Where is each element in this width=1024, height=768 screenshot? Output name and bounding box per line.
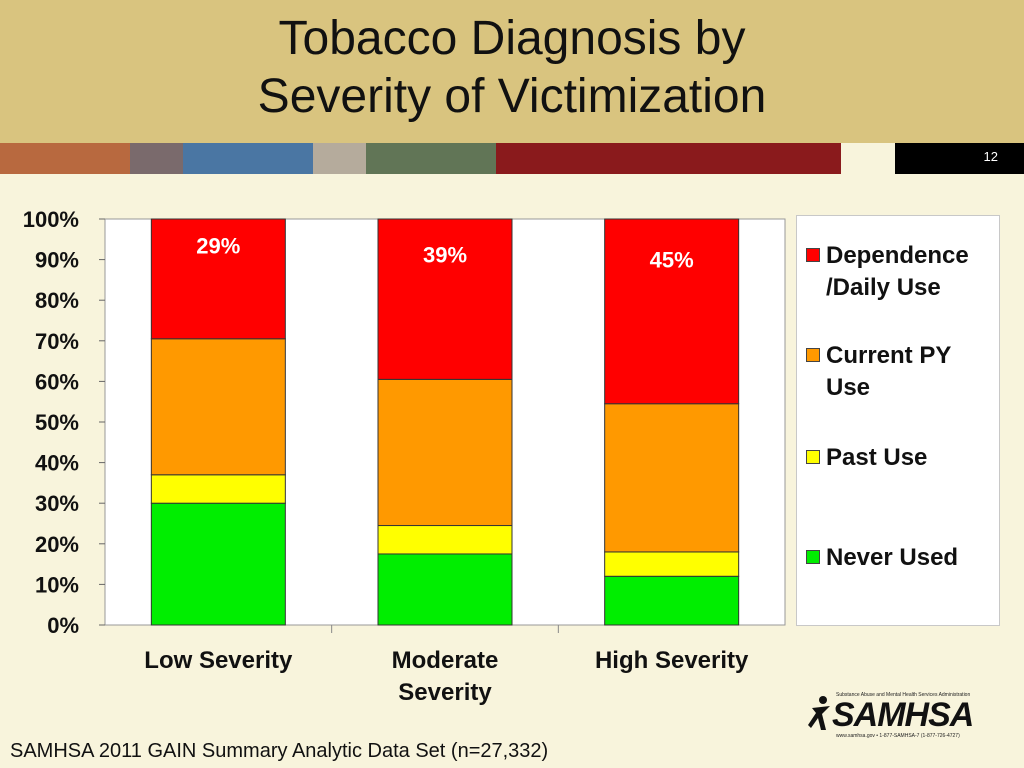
stripe-segment xyxy=(183,143,313,174)
legend-label: Current PY Use xyxy=(826,340,1002,404)
legend-label-line: /Daily Use xyxy=(826,274,941,301)
title-banner: Tobacco Diagnosis by Severity of Victimi… xyxy=(0,0,1024,143)
legend-label-line: Current PY xyxy=(826,342,952,369)
x-category-label: High Severity xyxy=(595,647,749,674)
bar-segment xyxy=(150,218,286,340)
running-figure-icon xyxy=(808,696,830,730)
bar-segment xyxy=(377,378,513,527)
bar-segment xyxy=(604,218,740,405)
data-label: 29% xyxy=(196,233,240,258)
legend-item: Past Use xyxy=(806,442,1002,474)
data-label: 39% xyxy=(423,242,467,267)
slide-title-line-1: Tobacco Diagnosis by xyxy=(278,12,746,65)
logo-contact: www.samhsa.gov • 1-877-SAMHSA-7 (1-877-7… xyxy=(836,733,960,739)
logo-tagline: Substance Abuse and Mental Health Servic… xyxy=(836,692,971,698)
legend-label-line: Never Used xyxy=(826,544,959,571)
x-category-label: Low Severity xyxy=(144,647,293,674)
stripe-segment xyxy=(0,143,130,174)
y-tick-label: 10% xyxy=(35,572,79,597)
y-tick-label: 30% xyxy=(35,491,79,516)
chart-legend: Dependence/Daily Use Current PY Use Past Us… xyxy=(796,215,1000,626)
stripe-segment xyxy=(366,143,496,174)
bar-segment xyxy=(604,403,740,553)
legend-label: Past Use xyxy=(826,442,1002,474)
legend-swatch xyxy=(806,550,820,564)
x-category-label: Moderate xyxy=(392,647,499,674)
stripe-segment xyxy=(313,143,366,174)
legend-item: Never Used xyxy=(806,542,1002,574)
y-tick-label: 60% xyxy=(35,369,79,394)
legend-label-line: Past Use xyxy=(826,444,928,471)
bar-segment xyxy=(150,338,286,476)
y-tick-label: 90% xyxy=(35,248,79,273)
bar-segment xyxy=(150,502,286,626)
bar-segment xyxy=(604,551,740,577)
y-tick-label: 100% xyxy=(23,207,79,232)
samhsa-logo: Substance Abuse and Mental Health Servic… xyxy=(808,688,978,739)
data-label: 45% xyxy=(650,248,694,273)
source-footnote: SAMHSA 2011 GAIN Summary Analytic Data S… xyxy=(10,740,549,762)
stripe-segment xyxy=(496,143,841,174)
bar-segment xyxy=(377,525,513,555)
stripe-segment xyxy=(841,143,894,174)
legend-label: Never Used xyxy=(826,542,1002,574)
slide-number: 12 xyxy=(895,143,1024,174)
bar-segment xyxy=(150,474,286,504)
legend-label-line: Use xyxy=(826,374,871,401)
y-tick-label: 20% xyxy=(35,532,79,557)
legend-label-line: Dependence xyxy=(826,242,969,269)
logo-wordmark: SAMHSA xyxy=(832,696,974,734)
legend-item: Current PY Use xyxy=(806,340,1002,404)
y-tick-label: 50% xyxy=(35,410,79,435)
slide-title-line-2: Severity of Victimization xyxy=(257,70,767,123)
legend-item: Dependence/Daily Use xyxy=(806,240,1002,304)
bar-segment xyxy=(377,218,513,380)
bar-segment xyxy=(377,553,513,626)
legend-swatch xyxy=(806,248,820,262)
y-tick-label: 80% xyxy=(35,288,79,313)
x-category-label: Severity xyxy=(398,679,492,706)
stripe-segment xyxy=(130,143,183,174)
y-tick-label: 0% xyxy=(47,613,79,638)
slide-title: Tobacco Diagnosis by Severity of Victimi… xyxy=(0,10,1024,126)
stacked-bar-chart: 0% 10% 20% 30% 40% 50% 60% 70% 80% 90% 100% 29% Low … xyxy=(23,207,786,706)
legend-swatch xyxy=(806,348,820,362)
bar-segment xyxy=(604,575,740,626)
y-tick-label: 40% xyxy=(35,451,79,476)
legend-swatch xyxy=(806,450,820,464)
y-tick-label: 70% xyxy=(35,329,79,354)
legend-label: Dependence/Daily Use xyxy=(826,240,1002,304)
